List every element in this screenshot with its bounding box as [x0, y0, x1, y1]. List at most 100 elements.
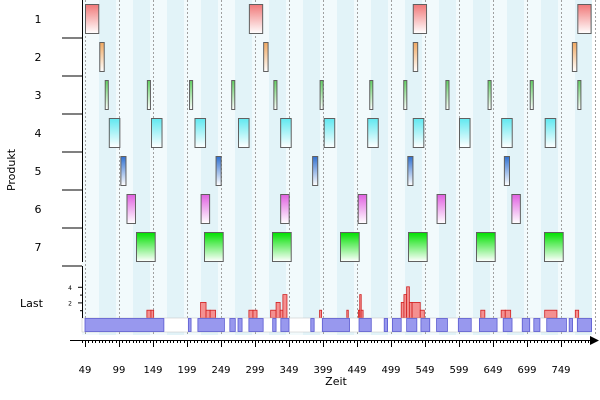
task-bar-row-3	[403, 80, 408, 110]
background-stripe	[320, 0, 337, 335]
background-stripe	[82, 0, 99, 335]
task-bar-row-4	[412, 118, 425, 148]
task-bar-row-5	[407, 156, 414, 186]
load-bar	[346, 309, 349, 319]
x-tick-label: 549	[415, 365, 434, 376]
task-bar-row-5	[503, 156, 511, 186]
setup-bar	[229, 318, 236, 332]
task-bar-row-4	[238, 118, 250, 148]
row-label: 4	[35, 127, 42, 140]
row-label: 1	[35, 13, 42, 26]
task-bar-row-4	[150, 118, 163, 148]
plot-background	[82, 0, 592, 335]
setup-bar	[272, 318, 277, 332]
setup-bar	[310, 318, 315, 332]
load-bar	[275, 301, 281, 319]
setup-bar	[502, 318, 513, 332]
load-bar	[205, 309, 211, 319]
task-bar-row-3	[369, 80, 374, 110]
x-tick-label: 699	[517, 365, 536, 376]
x-tick-label: 249	[211, 365, 230, 376]
x-tick-label: 499	[381, 365, 400, 376]
load-bar	[270, 309, 277, 319]
task-bar-row-3	[319, 80, 324, 110]
background-stripe	[473, 0, 490, 335]
task-bar-row-4	[544, 118, 557, 148]
task-bar-row-4	[501, 118, 513, 148]
load-bar	[248, 309, 254, 319]
task-bar-row-1	[85, 4, 100, 34]
load-bar	[574, 309, 580, 319]
task-bar-row-1	[248, 4, 264, 34]
background-stripe	[150, 0, 167, 335]
task-bar-row-1	[412, 4, 428, 34]
setup-bar	[383, 318, 389, 332]
task-bar-row-2	[571, 42, 578, 72]
setup-bar	[533, 318, 541, 332]
load-bar	[360, 309, 364, 319]
row-label: 6	[35, 203, 42, 216]
background-stripe	[235, 0, 252, 335]
load-bar	[403, 294, 408, 319]
background-stripe	[201, 0, 218, 335]
x-tick-label: 299	[245, 365, 264, 376]
x-axis-label: Zeit	[325, 375, 347, 388]
background-stripe	[524, 0, 541, 335]
row-label: 3	[35, 89, 42, 102]
x-tick-label: 49	[79, 365, 92, 376]
x-tick-label: 449	[347, 365, 366, 376]
setup-bar	[478, 318, 498, 332]
task-bar-row-2	[412, 42, 419, 72]
background-stripe	[456, 0, 473, 335]
x-tick-label: 749	[551, 365, 570, 376]
load-bar	[252, 309, 258, 319]
x-tick-label: 149	[143, 365, 162, 376]
setup-bar	[248, 318, 264, 332]
task-bar-row-6	[436, 194, 447, 224]
task-bar-row-4	[194, 118, 207, 148]
background-stripe	[269, 0, 286, 335]
task-bar-row-4	[367, 118, 379, 148]
load-bar	[400, 301, 405, 319]
task-bars	[85, 4, 592, 262]
x-tick-label: 599	[449, 365, 468, 376]
task-bar-row-7	[408, 232, 428, 262]
background-stripe	[575, 0, 592, 335]
task-bar-row-6	[511, 194, 521, 224]
task-bar-row-3	[577, 80, 582, 110]
task-bar-row-7	[476, 232, 496, 262]
setup-bar	[197, 318, 225, 332]
task-bar-row-7	[272, 232, 292, 262]
setup-bar	[436, 318, 448, 332]
background-stripe	[439, 0, 456, 335]
task-bar-row-7	[204, 232, 224, 262]
setup-bar	[280, 318, 290, 332]
task-bar-row-5	[120, 156, 127, 186]
background-stripe	[133, 0, 150, 335]
background-stripe	[99, 0, 116, 335]
load-bar	[504, 309, 512, 319]
setup-bar	[187, 318, 192, 332]
load-tick-label: 2	[68, 300, 72, 307]
load-bar	[209, 309, 216, 319]
x-tick-label: 349	[279, 365, 298, 376]
load-bar	[544, 309, 558, 319]
load-bar	[408, 301, 413, 319]
task-bar-row-2	[99, 42, 105, 72]
load-bar	[480, 309, 486, 319]
task-bar-row-4	[323, 118, 336, 148]
task-bar-row-4	[280, 118, 292, 148]
task-bar-row-6	[200, 194, 211, 224]
load-bar	[282, 294, 288, 319]
load-bar	[500, 309, 506, 319]
load-bar	[411, 301, 421, 319]
row-label: 2	[35, 51, 42, 64]
load-bar	[419, 309, 425, 319]
x-tick-label: 399	[313, 365, 332, 376]
background-stripe	[371, 0, 388, 335]
x-axis-arrow	[590, 336, 599, 345]
task-bar-row-3	[189, 80, 194, 110]
x-tick-label: 99	[113, 365, 126, 376]
